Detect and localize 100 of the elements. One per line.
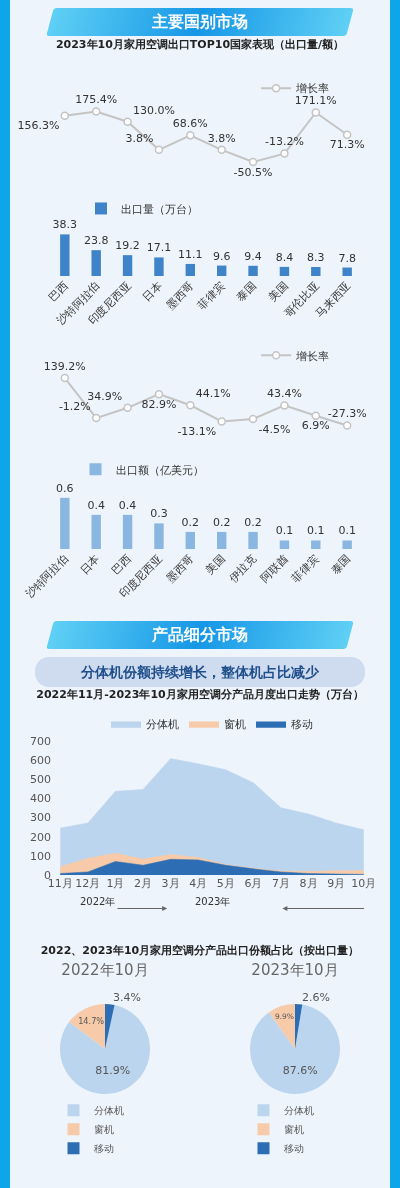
x-tick-label: 美国 [202, 552, 228, 578]
point [186, 400, 195, 410]
data-label: 14.7% [78, 1015, 105, 1026]
point [91, 107, 101, 116]
data-label: 8.4 [275, 250, 294, 264]
data-label: 9.6 [212, 249, 231, 263]
data-label: 3.8% [125, 131, 154, 145]
bar [185, 531, 196, 549]
point [280, 401, 289, 410]
data-label: 130.0% [132, 103, 175, 117]
bar [154, 257, 164, 276]
data-label: -50.5% [233, 165, 273, 179]
legend-label: 移动 [93, 1143, 114, 1155]
legend-label: 窗机 [93, 1124, 114, 1136]
data-label: 3.4% [113, 991, 141, 1005]
y-tick-label: 600 [30, 753, 51, 767]
x-tick-label: 墨西哥 [163, 279, 197, 312]
legend-label: 窗机 [283, 1124, 304, 1136]
x-tick-label: 巴西 [108, 552, 134, 578]
text: 2022年 [80, 896, 116, 907]
chart-title: 2023年10月家用空调出口TOP10国家表现（出口量/额） [55, 37, 345, 51]
x-tick-label: 日本 [140, 279, 165, 305]
data-label: 0.4 [118, 498, 137, 512]
data-label: 175.4% [75, 93, 118, 107]
point [342, 421, 352, 430]
x-tick-label: 8月 [299, 877, 318, 890]
bar [185, 263, 196, 276]
data-label: 0.3 [150, 507, 168, 521]
bar [122, 255, 133, 276]
text: 主要国别市场 [152, 11, 248, 33]
data-label: 0.1 [275, 524, 294, 538]
x-tick-label: 1月 [106, 877, 125, 890]
y-tick-label: 400 [30, 792, 51, 806]
point [91, 413, 101, 423]
data-label: 19.2 [115, 239, 140, 253]
x-tick-label: 5月 [216, 877, 235, 890]
data-label: 87.6% [282, 1064, 318, 1078]
data-label: -13.2% [264, 135, 304, 149]
point [186, 131, 195, 140]
legend-label: 窗机 [224, 718, 246, 732]
x-tick-label: 12月 [75, 877, 101, 890]
data-label: -4.5% [258, 422, 291, 436]
y-tick-label: 100 [30, 849, 51, 863]
data-label: 8.3 [307, 250, 325, 264]
legend-label: 分体机 [283, 1105, 314, 1117]
data-label: 7.8 [338, 251, 356, 265]
bar [311, 540, 321, 549]
point [123, 117, 132, 126]
point [154, 145, 164, 155]
bar [248, 265, 258, 276]
y-tick-label: 200 [30, 830, 51, 844]
y-tick-label: 700 [30, 734, 51, 748]
y-tick-label: 300 [30, 811, 51, 825]
data-label: 81.9% [95, 1063, 131, 1077]
data-label: 44.1% [195, 387, 231, 401]
data-label: 17.1 [146, 241, 172, 255]
bar [248, 531, 258, 549]
point [311, 411, 321, 421]
legend-label: 移动 [291, 718, 313, 732]
data-label: 139.2% [43, 359, 86, 373]
x-tick-label: 9月 [327, 877, 346, 890]
legend-label: 增长率 [295, 349, 330, 363]
y-tick-label: 500 [30, 773, 51, 787]
x-tick-label: 菲律宾 [289, 552, 322, 585]
data-label: 2.6% [301, 991, 330, 1005]
x-tick-label: 菲律宾 [195, 279, 228, 312]
point [311, 108, 321, 117]
pie-slice [60, 1005, 150, 1094]
data-label: 0.1 [338, 524, 356, 538]
x-tick-label: 墨西哥 [163, 552, 197, 585]
data-label: 82.9% [141, 397, 177, 411]
bar [216, 265, 227, 276]
bar [311, 266, 321, 276]
data-label: -13.1% [177, 425, 217, 439]
point [280, 149, 289, 158]
bar [342, 267, 352, 276]
pie-slice [250, 1004, 340, 1094]
data-label: 156.3% [17, 119, 60, 133]
data-label: 0.4 [87, 498, 105, 512]
point [60, 111, 70, 121]
bar [60, 234, 70, 276]
legend-label: 出口额（亿美元） [115, 463, 204, 477]
x-tick-label: 伊拉克 [226, 552, 260, 585]
chart-title: 2022年11月-2023年10月家用空调分产品月度出口走势（万台） [36, 688, 364, 702]
point [154, 389, 164, 399]
data-label: 171.1% [294, 94, 337, 108]
data-label: 0.1 [307, 524, 325, 538]
legend-label: 增长率 [295, 82, 330, 96]
text: 2022、2023年10月家用空调分产品出口份额占比（按出口量） [39, 943, 361, 958]
point [342, 130, 352, 140]
x-tick-label: 2月 [134, 877, 153, 890]
point [248, 414, 258, 424]
point [60, 373, 70, 383]
pie-slice [105, 1004, 115, 1049]
point [248, 157, 258, 167]
text: 分体机份额持续增长，整体机占比减少 [35, 657, 365, 687]
point [217, 417, 226, 426]
text: 2023年 [195, 896, 231, 907]
x-tick-label: 7月 [271, 877, 290, 890]
bar [342, 540, 352, 549]
